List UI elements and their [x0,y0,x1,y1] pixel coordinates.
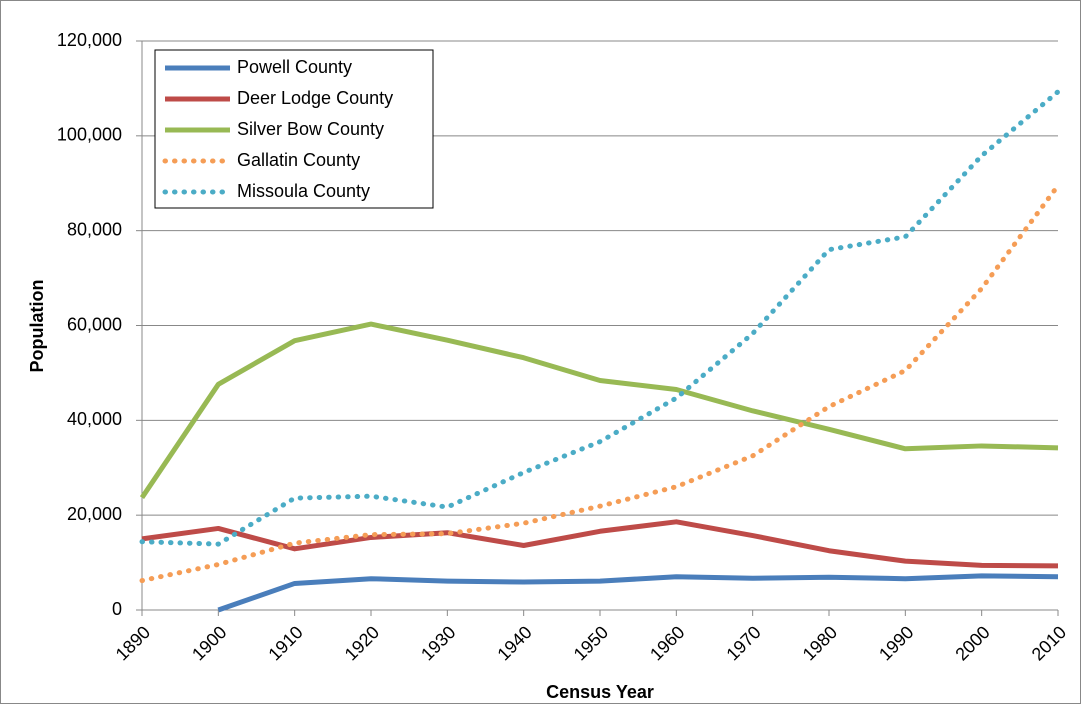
y-tick-label: 60,000 [67,314,122,334]
series-line [139,321,1059,500]
legend-label: Silver Bow County [237,119,384,139]
legend-label: Powell County [237,57,352,77]
y-tick-label: 0 [112,599,122,619]
y-tick-label: 40,000 [67,409,122,429]
y-tick-label: 80,000 [67,219,122,239]
y-tick-label: 120,000 [57,30,122,50]
legend-label: Missoula County [237,181,370,201]
legend-label: Deer Lodge County [237,88,393,108]
y-tick-label: 20,000 [67,504,122,524]
legend-label: Gallatin County [237,150,360,170]
x-axis-title: Census Year [546,682,654,702]
y-axis-title: Population [27,280,47,373]
series-line [139,89,1061,547]
y-tick-label: 100,000 [57,125,122,145]
series-line [141,519,1059,569]
series-line [139,183,1061,584]
series-line [217,573,1059,613]
